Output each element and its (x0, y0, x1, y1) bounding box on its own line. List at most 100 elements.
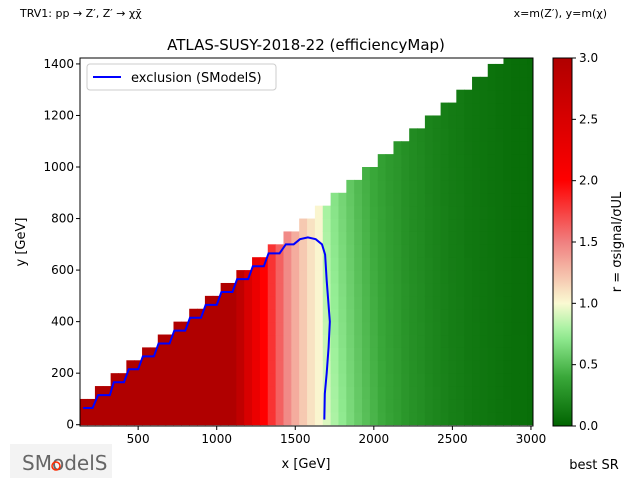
heatmap-cell (385, 231, 394, 245)
heatmap-cell (291, 270, 300, 284)
heatmap-cell (401, 282, 410, 297)
heatmap-cell (424, 282, 434, 297)
heatmap-cell (487, 360, 497, 374)
heatmap-cell (503, 321, 512, 336)
heatmap-cell (259, 308, 269, 323)
heatmap-cell (385, 373, 394, 387)
heatmap-cell (527, 270, 533, 284)
heatmap-cell (314, 257, 324, 271)
heatmap-cell (291, 398, 300, 413)
heatmap-cell (338, 308, 347, 323)
heatmap-cell (464, 347, 473, 361)
heatmap-cell (330, 231, 339, 245)
heatmap-cell (432, 398, 442, 413)
heatmap-cell (401, 411, 410, 426)
heatmap-cell (448, 398, 457, 413)
heatmap-cell (338, 386, 347, 400)
heatmap-cell (291, 244, 300, 258)
heatmap-cell (252, 282, 261, 297)
heatmap-cell (401, 321, 410, 336)
heatmap-cell (346, 386, 355, 400)
heatmap-cell (354, 192, 363, 207)
heatmap-cell (118, 398, 127, 413)
heatmap-cell (299, 360, 308, 374)
heatmap-cell (259, 270, 269, 284)
heatmap-cell (393, 295, 402, 310)
heatmap-cell (495, 205, 504, 220)
heatmap-cell (275, 334, 284, 348)
heatmap-cell (197, 386, 206, 400)
heatmap-cell (393, 257, 402, 271)
heatmap-cell (369, 192, 379, 207)
heatmap-cell (275, 308, 284, 323)
heatmap-cell (197, 373, 206, 387)
heatmap-cell (479, 373, 489, 387)
heatmap-cell (354, 373, 363, 387)
heatmap-cell (472, 360, 481, 374)
heatmap-cell (354, 321, 363, 336)
heatmap-cell (432, 179, 442, 194)
heatmap-cell (479, 257, 489, 271)
heatmap-cell (228, 373, 237, 387)
heatmap-cell (244, 411, 253, 426)
heatmap-cell (362, 295, 371, 310)
heatmap-cell (299, 257, 308, 271)
heatmap-cell (503, 141, 512, 155)
heatmap-cell (291, 308, 300, 323)
heatmap-cell (291, 257, 300, 271)
heatmap-cell (197, 334, 206, 348)
heatmap-cell (511, 270, 520, 284)
heatmap-cell (259, 398, 269, 413)
heatmap-cell (432, 205, 442, 220)
heatmap-cell (102, 411, 112, 426)
heatmap-cell (346, 244, 355, 258)
heatmap-cell (448, 205, 457, 220)
heatmap-cell (440, 115, 449, 129)
heatmap-cell (330, 386, 339, 400)
heatmap-cell (487, 321, 497, 336)
heatmap-cell (236, 334, 245, 348)
heatmap-cell (479, 244, 489, 258)
heatmap-cell (267, 257, 277, 271)
heatmap-cell (346, 270, 355, 284)
best-sr-label: best SR (569, 458, 619, 473)
heatmap-cell (189, 308, 198, 323)
heatmap-cell (527, 282, 533, 297)
heatmap-cell (409, 334, 418, 348)
heatmap-cell (456, 89, 465, 104)
heatmap-cell (472, 192, 481, 207)
heatmap-cell (448, 167, 457, 181)
heatmap-cell (393, 308, 402, 323)
heatmap-cell (511, 218, 520, 232)
heatmap-cell (157, 398, 167, 413)
heatmap-cell (346, 192, 355, 207)
colorbar (552, 57, 573, 427)
heatmap-cell (181, 386, 190, 400)
heatmap-cell (283, 386, 292, 400)
heatmap-cell (487, 192, 497, 207)
heatmap-cell (314, 308, 324, 323)
x-tick-label: 500 (127, 432, 150, 446)
heatmap-cell (346, 218, 355, 232)
heatmap-cell (456, 102, 465, 116)
heatmap-cell (299, 334, 308, 348)
heatmap-cell (440, 231, 449, 245)
heatmap-cell (401, 373, 410, 387)
heatmap-cell (228, 360, 237, 374)
heatmap-cell (393, 347, 402, 361)
heatmap-cell (487, 102, 497, 116)
heatmap-cell (519, 373, 528, 387)
heatmap-cell (511, 386, 520, 400)
heatmap-cell (126, 398, 135, 413)
x-axis: 500 1000 1500 2000 2500 3000 (127, 426, 546, 446)
heatmap-cell (503, 192, 512, 207)
heatmap-cell (354, 386, 363, 400)
heatmap-cell (252, 295, 261, 310)
heatmap-cell (440, 373, 449, 387)
heatmap-cell (369, 295, 379, 310)
heatmap-cell (519, 411, 528, 426)
heatmap-cell (307, 321, 316, 336)
heatmap-cell (87, 398, 96, 413)
heatmap-cell (527, 89, 533, 104)
